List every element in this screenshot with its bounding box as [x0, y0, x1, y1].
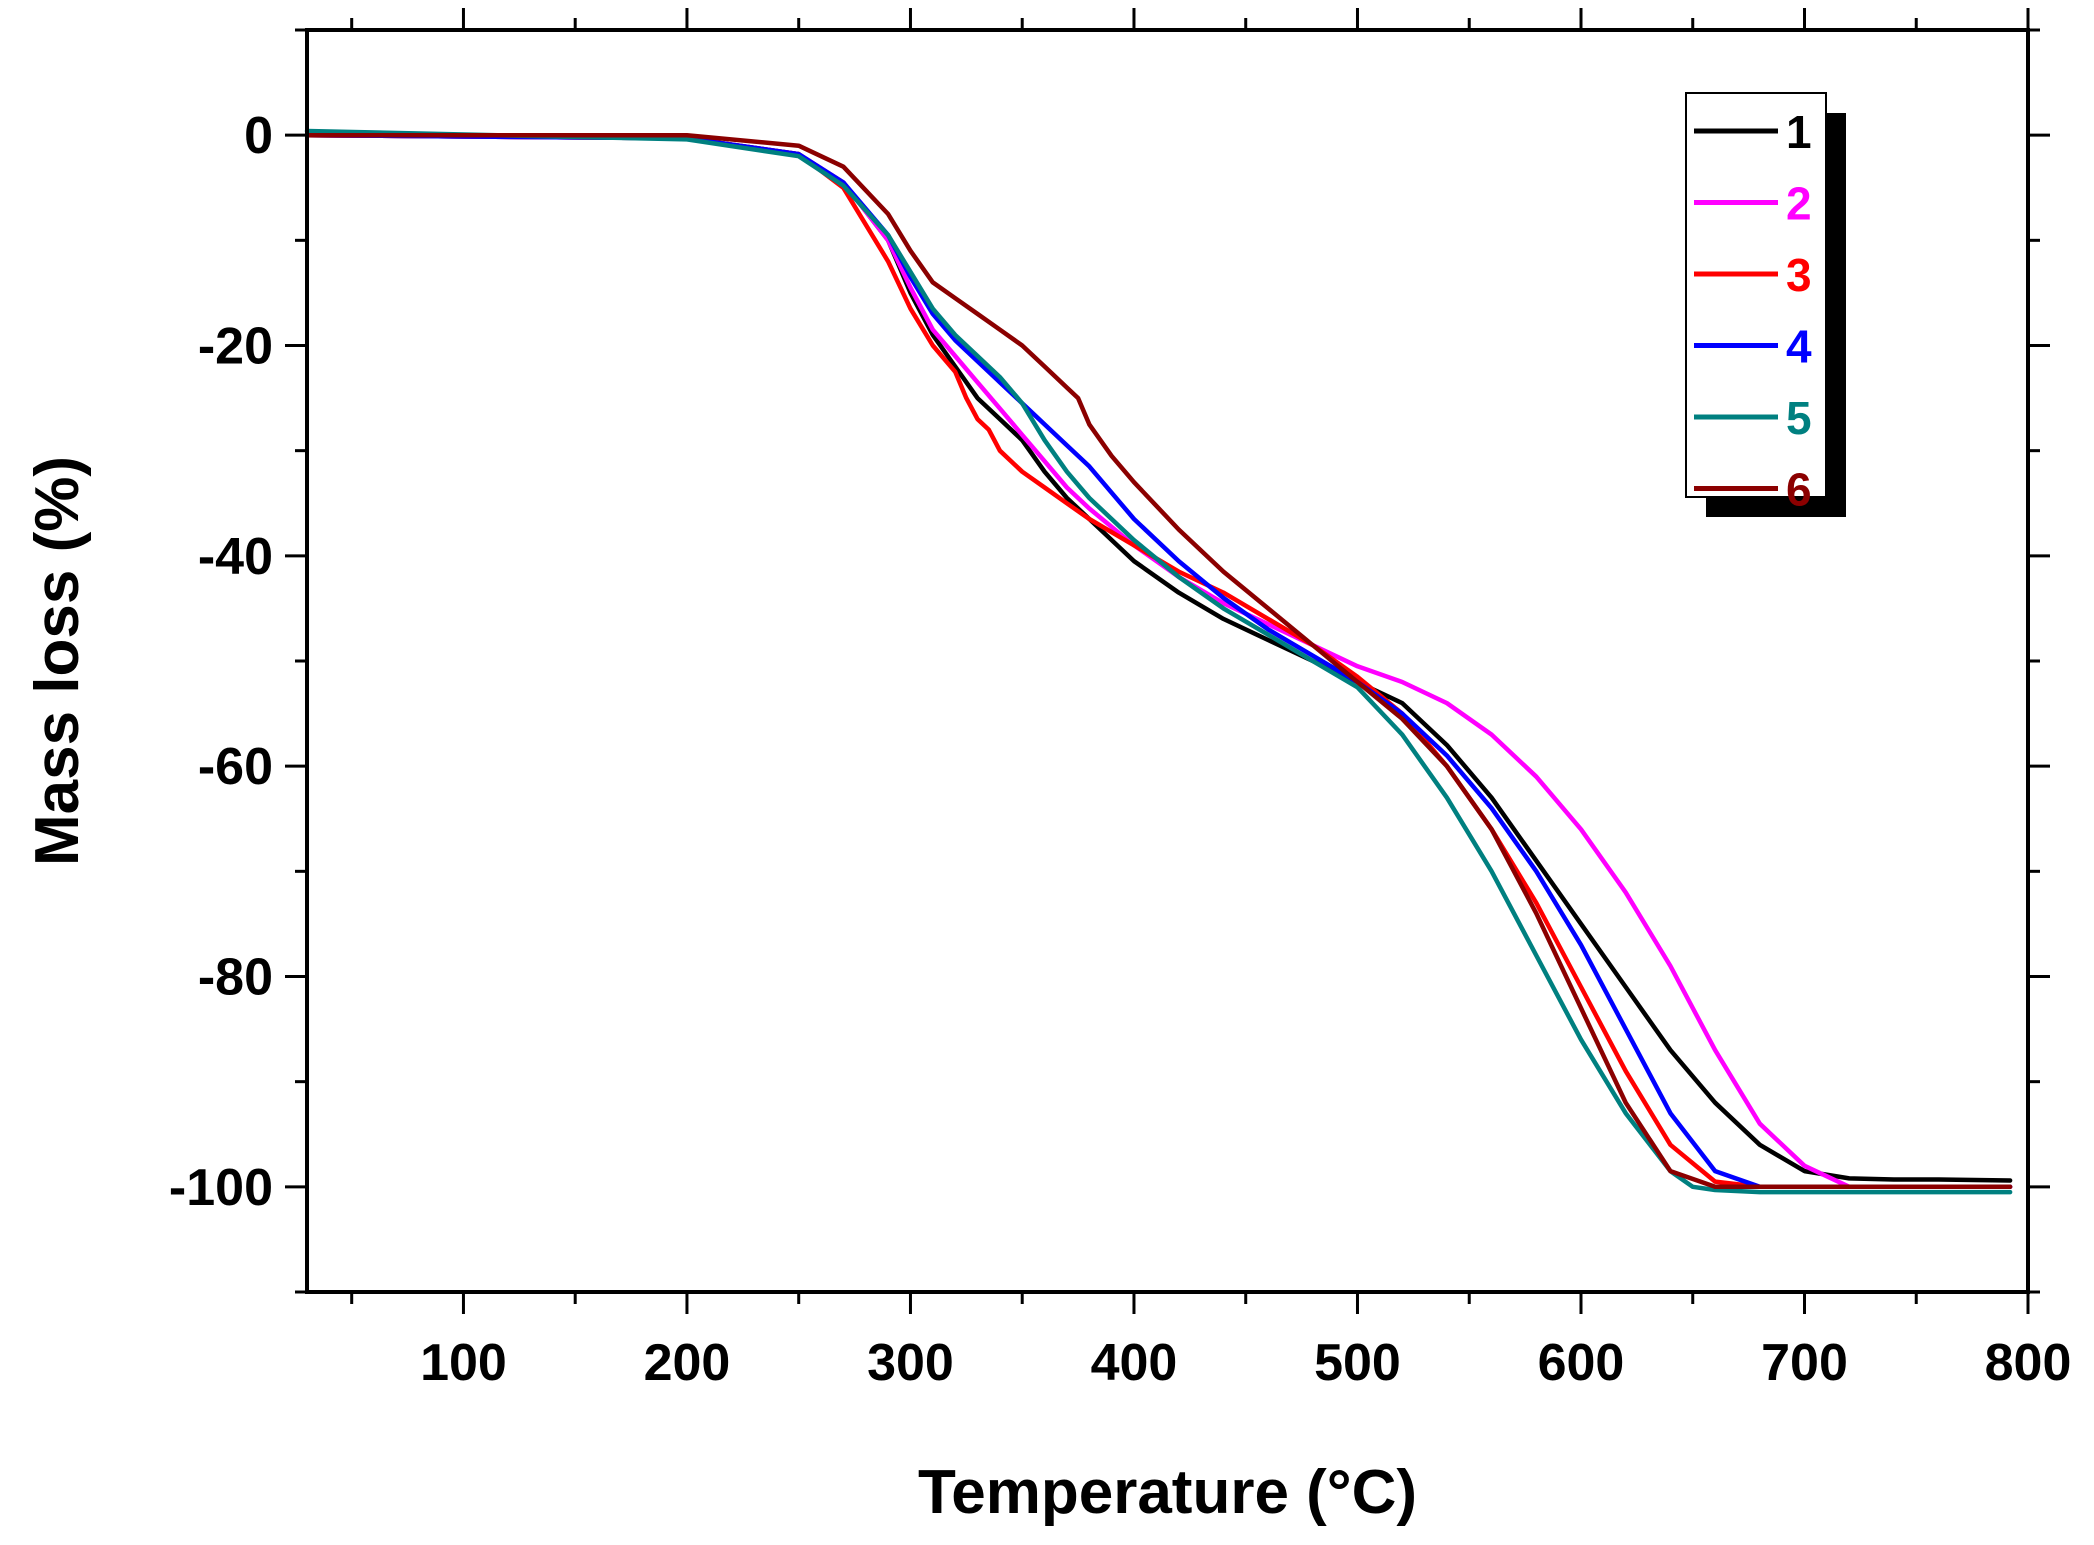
x-tick-label: 200	[644, 1334, 731, 1392]
legend-label-2: 2	[1786, 178, 1812, 230]
x-tick-label: 700	[1761, 1334, 1848, 1392]
legend-label-3: 3	[1786, 249, 1812, 301]
legend-label-6: 6	[1786, 464, 1812, 516]
x-axis-ticks: 100 200 300 400 500 600 700 800	[350, 8, 2072, 1392]
series-line-3	[304, 132, 2013, 1190]
y-axis-ticks: 0 -20 -40 -60 -80 -100	[169, 28, 2050, 1294]
x-tick-label: 300	[867, 1334, 954, 1392]
legend-box	[1685, 92, 1827, 498]
series-line-4	[304, 132, 2013, 1190]
x-axis-title: Temperature (°C)	[918, 1458, 1417, 1527]
series-line-5	[304, 128, 2013, 1195]
series-line-1	[304, 132, 2013, 1183]
x-tick-label: 100	[420, 1334, 507, 1392]
x-tick-label: 500	[1314, 1334, 1401, 1392]
plot-lines	[304, 128, 2013, 1195]
y-tick-label: -80	[198, 949, 273, 1007]
x-tick-label: 800	[1985, 1334, 2072, 1392]
x-tick-label: 400	[1091, 1334, 1178, 1392]
y-tick-label: -40	[198, 528, 273, 586]
legend: 1 2 3 4 5 6	[1685, 92, 1846, 517]
y-tick-label: -20	[198, 318, 273, 376]
y-tick-label: -100	[169, 1159, 273, 1217]
legend-label-4: 4	[1786, 321, 1812, 373]
x-tick-label: 600	[1538, 1334, 1625, 1392]
series-line-6	[304, 132, 2013, 1190]
legend-label-5: 5	[1786, 392, 1812, 444]
legend-label-1: 1	[1786, 106, 1812, 158]
y-axis-title: Mass loss (%)	[23, 456, 92, 866]
y-tick-label: 0	[244, 107, 273, 165]
y-tick-label: -60	[198, 738, 273, 796]
